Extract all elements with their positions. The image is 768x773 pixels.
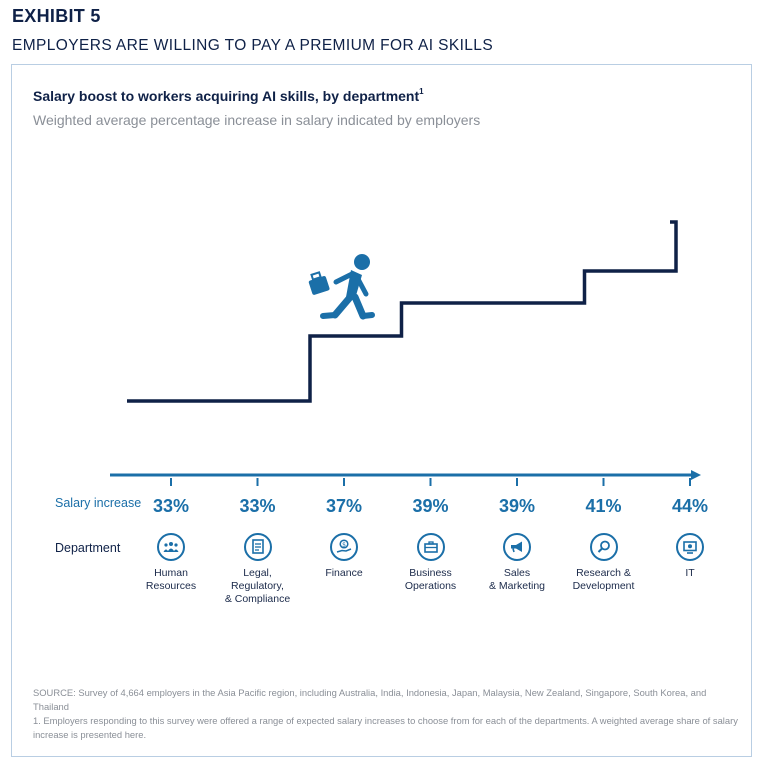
people-icon xyxy=(157,533,185,561)
svg-text:$: $ xyxy=(342,541,346,548)
salary-value-label: 44% xyxy=(671,496,709,516)
department-label: Human Resources xyxy=(145,567,197,592)
department-label: Research & Development xyxy=(572,567,635,592)
salary-value-label: 41% xyxy=(585,496,622,516)
salary-value-label: 39% xyxy=(498,496,536,516)
chart-subtitle: Weighted average percentage increase in … xyxy=(33,112,481,128)
title-footnote-mark: 1 xyxy=(419,87,424,96)
department-label: IT xyxy=(685,567,695,579)
climbing-worker-icon xyxy=(308,254,375,320)
source-note: SOURCE: Survey of 4,664 employers in the… xyxy=(33,687,707,712)
axis-ticks xyxy=(170,478,691,486)
department-label: Business Operations xyxy=(404,567,457,592)
department-label: Legal, Regulatory, & Compliance xyxy=(224,567,291,605)
department-label: Finance xyxy=(325,567,363,579)
chart-title: Salary boost to workers acquiring AI ski… xyxy=(33,87,424,104)
computer-icon xyxy=(676,533,704,561)
exhibit-headline: EMPLOYERS ARE WILLING TO PAY A PREMIUM F… xyxy=(12,37,494,54)
department-label: Sales & Marketing xyxy=(488,567,546,592)
magnifier-icon xyxy=(589,533,618,561)
document-icon xyxy=(243,533,272,561)
footnote: 1. Employers responding to this survey w… xyxy=(33,715,738,740)
category-row-label: Department xyxy=(55,541,121,555)
salary-value-label: 33% xyxy=(239,496,276,516)
exhibit-label: EXHIBIT 5 xyxy=(12,6,101,26)
salary-value-label: 39% xyxy=(412,496,449,516)
briefcase-icon xyxy=(416,533,445,561)
value-row-label: Salary increase xyxy=(55,496,142,510)
chart-frame xyxy=(11,64,752,757)
chart-notes: SOURCE: Survey of 4,664 employers in the… xyxy=(33,686,743,742)
staircase-line xyxy=(127,220,678,403)
salary-value-label: 33% xyxy=(152,496,190,516)
megaphone-icon xyxy=(503,533,531,561)
salary-value-label: 37% xyxy=(325,496,363,516)
money-hand-icon: $ xyxy=(330,533,358,561)
